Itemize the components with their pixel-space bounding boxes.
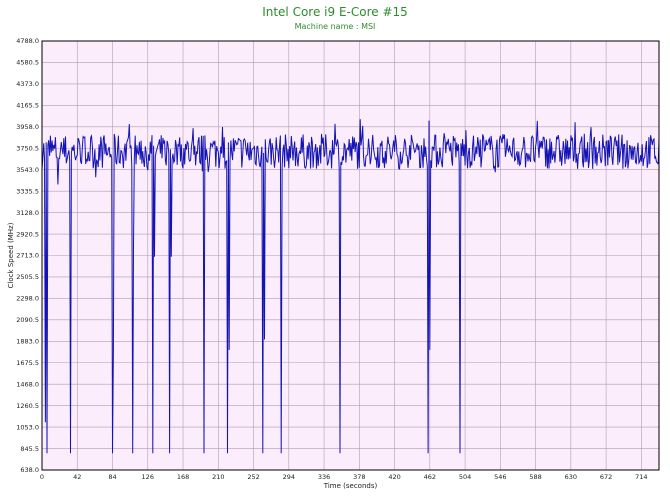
y-tick-label: 3128.0: [16, 209, 39, 217]
x-tick-label: 252: [247, 473, 259, 481]
x-tick-label: 84: [108, 473, 116, 481]
x-tick-label: 336: [318, 473, 330, 481]
y-axis-label: Clock Speed (MHz): [7, 222, 15, 288]
y-tick-label: 2505.5: [16, 273, 39, 281]
y-tick-label: 4788.0: [16, 37, 39, 45]
y-tick-label: 2920.5: [16, 230, 39, 238]
x-tick-label: 210: [212, 473, 224, 481]
y-tick-label: 4580.5: [16, 59, 39, 67]
x-tick-label: 378: [353, 473, 365, 481]
grid-lines: [41, 40, 659, 471]
y-tick-label: 2090.5: [16, 316, 39, 324]
x-tick-labels: 0 42 84 126 168 210 252 294 336 378 420 462 504 546 58…: [40, 473, 648, 481]
y-tick-label: 2298.0: [16, 295, 39, 303]
y-tick-label: 3335.5: [16, 187, 39, 195]
chart-title: Intel Core i9 E-Core #15: [262, 5, 408, 19]
x-tick-label: 714: [635, 473, 647, 481]
x-tick-label: 462: [424, 473, 436, 481]
x-tick-label: 168: [177, 473, 189, 481]
y-tick-label: 4373.0: [16, 80, 39, 88]
y-tick-label: 3750.5: [16, 144, 39, 152]
y-tick-label: 1468.0: [16, 380, 39, 388]
y-tick-label: 2713.0: [16, 252, 39, 260]
x-tick-label: 126: [142, 473, 154, 481]
y-tick-label: 1260.5: [16, 402, 39, 410]
x-tick-label: 672: [600, 473, 612, 481]
y-tick-label: 4165.5: [16, 102, 39, 110]
y-tick-label: 3958.0: [16, 123, 39, 131]
x-tick-label: 42: [73, 473, 81, 481]
plot-border: [41, 40, 660, 471]
y-tick-label: 1883.0: [16, 338, 39, 346]
x-tick-label: 0: [40, 473, 44, 481]
clock-speed-series-line: [41, 119, 660, 454]
x-tick-label: 546: [494, 473, 506, 481]
y-tick-label: 845.5: [20, 445, 39, 453]
y-tick-label: 638.0: [20, 466, 39, 474]
x-tick-label: 504: [459, 473, 471, 481]
y-tick-label: 1053.0: [16, 423, 39, 431]
x-tick-label: 294: [283, 473, 295, 481]
y-tick-label: 1675.5: [16, 359, 39, 367]
x-tick-label: 588: [529, 473, 541, 481]
y-tick-labels: 638.0 845.5 1053.0 1260.5 1468.0 1675.5 1883.0…: [16, 37, 39, 474]
x-tick-label: 420: [388, 473, 400, 481]
x-axis-label: Time (seconds): [323, 482, 378, 490]
y-tick-label: 3543.0: [16, 166, 39, 174]
chart-subtitle: Machine name : MSI: [294, 22, 376, 31]
x-tick-label: 630: [565, 473, 577, 481]
